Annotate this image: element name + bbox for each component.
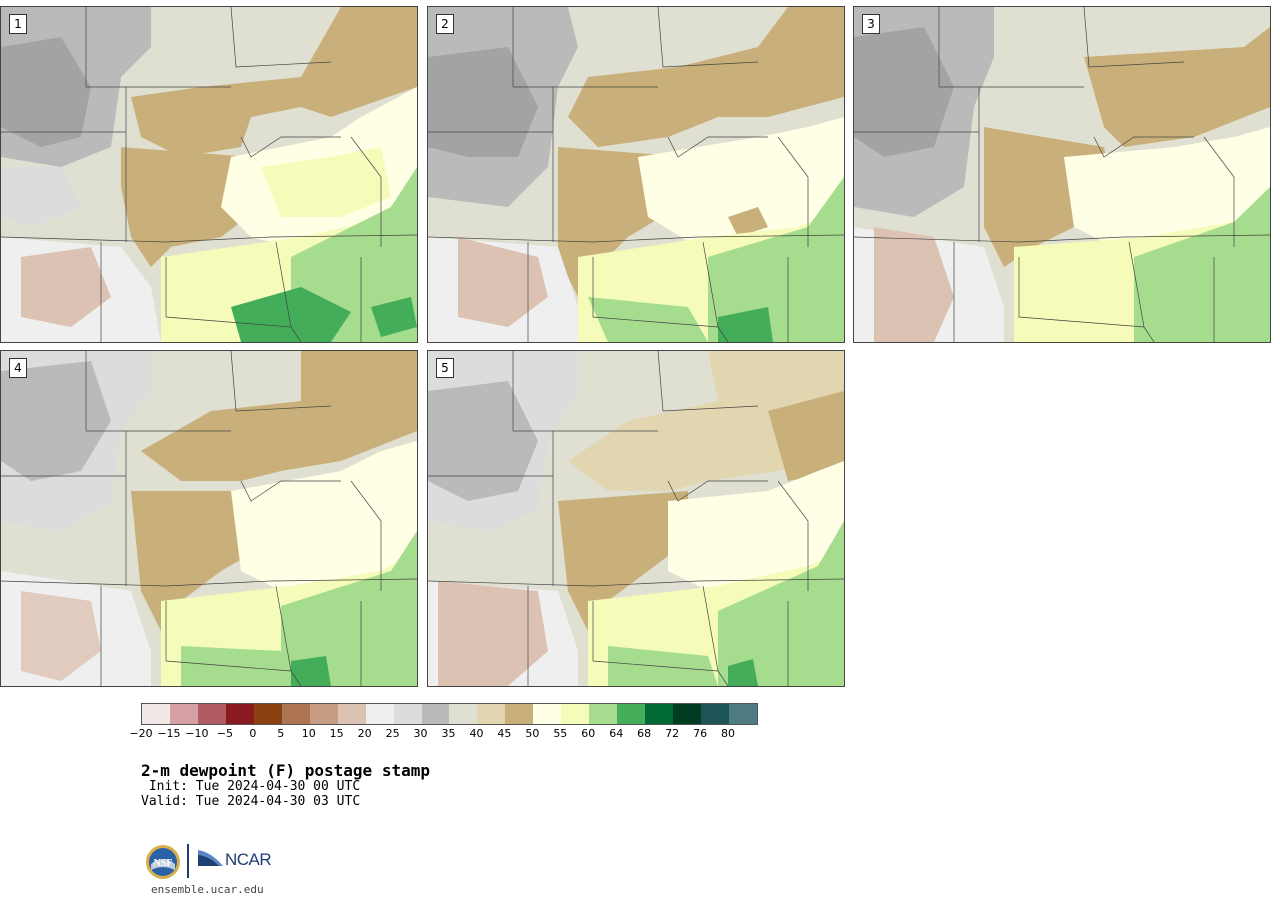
colorbar-swatch-6 <box>309 704 338 724</box>
colorbar-tick-labels: −20 −15 −10 −5 0 5 10 15 20 25 30 35 40 45 50 55 60 64 68 7… <box>129 727 756 741</box>
init-time: Init: Tue 2024-04-30 00 UTC <box>141 779 361 794</box>
colorbar-tick-label: 30 <box>413 727 428 740</box>
ensemble-member-panel-4: 4 <box>0 350 418 687</box>
colorbar-tick-label: 50 <box>525 727 540 740</box>
panel-number-label: 3 <box>862 14 880 34</box>
colorbar-tick-label: 76 <box>693 727 708 740</box>
colorbar-tick-label: −10 <box>185 727 209 740</box>
colorbar-swatch-15 <box>561 704 590 724</box>
colorbar-tick-label: 40 <box>469 727 484 740</box>
product-title: 2-m dewpoint (F) postage stamp <box>141 761 430 780</box>
colorbar-tick-label: 60 <box>581 727 596 740</box>
ensemble-member-panel-3: 3 <box>853 6 1271 343</box>
ncar-logo-icon <box>198 850 223 866</box>
colorbar-tick-label: 5 <box>277 727 285 740</box>
colorbar-swatch-8 <box>365 704 394 724</box>
colorbar-swatch-3 <box>225 704 254 724</box>
colorbar-swatch-1 <box>169 704 198 724</box>
panel-number-label: 4 <box>9 358 27 378</box>
colorbar-tick-label: 20 <box>357 727 372 740</box>
logo-divider <box>187 844 189 878</box>
colorbar-swatch-4 <box>253 704 282 724</box>
dewpoint-map-4 <box>1 351 417 686</box>
colorbar-tick-label: 10 <box>301 727 316 740</box>
panel-number-label: 1 <box>9 14 27 34</box>
colorbar-tick-label: 80 <box>721 727 736 740</box>
colorbar-swatch-10 <box>421 704 450 724</box>
colorbar-swatch-2 <box>197 704 226 724</box>
colorbar-swatch-17 <box>617 704 646 724</box>
colorbar-swatch-7 <box>337 704 366 724</box>
colorbar-swatch-18 <box>645 704 674 724</box>
dewpoint-map-5 <box>428 351 844 686</box>
colorbar-tick-label: −15 <box>157 727 181 740</box>
website-url: ensemble.ucar.edu <box>151 883 264 896</box>
colorbar-tick-label: 64 <box>609 727 624 740</box>
panel-number-label: 2 <box>436 14 454 34</box>
colorbar-swatch-19 <box>673 704 702 724</box>
colorbar-tick-label: 68 <box>637 727 652 740</box>
nsf-logo-icon: NSF <box>146 845 180 879</box>
ensemble-member-panel-2: 2 <box>427 6 845 343</box>
colorbar-swatch-14 <box>533 704 562 724</box>
colorbar-swatch-12 <box>477 704 506 724</box>
colorbar-swatch-21 <box>729 704 757 724</box>
colorbar-tick-label: −20 <box>129 727 153 740</box>
ncar-logo-text: NCAR <box>225 850 272 869</box>
colorbar-tick-label: 55 <box>553 727 568 740</box>
colorbar-tick-label: −5 <box>216 727 233 740</box>
colorbar-tick-label: 72 <box>665 727 680 740</box>
colorbar-swatch-20 <box>701 704 730 724</box>
colorbar-swatch-16 <box>589 704 618 724</box>
dewpoint-map-1 <box>1 7 417 342</box>
valid-time: Valid: Tue 2024-04-30 03 UTC <box>141 794 361 809</box>
colorbar-tick-label: 25 <box>385 727 400 740</box>
colorbar-tick-label: 15 <box>329 727 344 740</box>
colorbar-swatch-5 <box>281 704 310 724</box>
colorbar-swatch-0 <box>142 704 170 724</box>
ensemble-member-panel-1: 1 <box>0 6 418 343</box>
colorbar-swatch-13 <box>505 704 534 724</box>
colorbar-tick-label: 0 <box>249 727 257 740</box>
colorbar-swatch-11 <box>449 704 478 724</box>
colorbar-tick-label: 35 <box>441 727 456 740</box>
dewpoint-map-2 <box>428 7 844 342</box>
dewpoint-map-3 <box>854 7 1270 342</box>
dewpoint-colorbar <box>141 703 758 725</box>
colorbar-swatch-9 <box>393 704 422 724</box>
nsf-logo-text: NSF <box>154 858 173 869</box>
ensemble-member-panel-5: 5 <box>427 350 845 687</box>
colorbar-tick-label: 45 <box>497 727 512 740</box>
panel-number-label: 5 <box>436 358 454 378</box>
